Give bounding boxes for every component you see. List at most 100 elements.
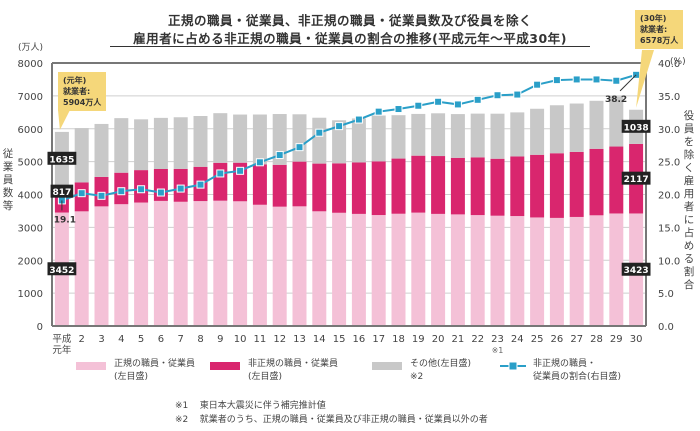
bar-regular [609,213,624,326]
bar-other [431,113,446,157]
bar-regular [530,217,545,326]
bar-nonregular [351,162,366,214]
bar-nonregular [332,163,347,213]
left-tick-label: 1000 [18,289,43,300]
bar-other [173,117,188,169]
legend-swatch-ratio [500,361,526,371]
left-tick-label: 8000 [18,59,43,70]
x-tick-label: 2 [79,334,85,345]
callout-first-employed-value: 5904万人 [63,98,102,107]
right-tick-label: 15.0 [658,223,680,234]
bar-nonregular [589,148,604,216]
data-label-last-ratio: 38.2 [605,95,627,105]
callout-first-year-label: (元年) [63,76,87,85]
bar-nonregular [312,163,327,212]
bar-other [450,114,465,158]
x-tick-label: 29 [610,334,623,345]
bar-regular [272,206,287,326]
bar-regular [193,201,208,326]
x-tick-label: 24 [511,334,524,345]
ratio-point [493,91,502,100]
bar-nonregular [252,164,267,205]
bar-nonregular [530,154,545,218]
ratio-point [176,184,185,193]
ratio-point [394,105,403,114]
right-tick-label: 30.0 [658,125,680,136]
ratio-point [275,151,284,160]
bar-regular [213,200,228,326]
x-tick-label: 18 [392,334,405,345]
bar-regular [510,216,525,326]
legend-swatch-nonregular [210,362,240,370]
footnote-2: ※2 就業者のうち、正規の職員・従業員及び非正規の職員・従業員以外の者 [175,412,488,425]
bar-other [351,118,366,163]
bar-nonregular [371,161,386,216]
legend-label-ratio-1: 非正規の職員・ [533,359,597,369]
x-tick-label: 14 [313,334,326,345]
ratio-point [572,75,581,84]
ratio-point [335,122,344,131]
data-label-last-regular: 3423 [624,266,649,276]
ratio-point [414,101,423,110]
bar-nonregular [470,157,485,216]
bar-other [252,114,267,165]
legend-label-regular-1: 正規の職員・従業員 [114,359,196,369]
x-tick-label: 元年 [52,344,72,356]
left-tick-label: 4000 [18,191,43,202]
right-tick-label: 20.0 [658,191,680,202]
ratio-point [295,143,304,152]
x-tick-label: 30 [630,334,643,345]
data-label-first-regular: 3452 [49,266,74,276]
callout-last-year-label: (30年) [640,14,667,23]
x-tick-label: 16 [353,334,366,345]
x-tick-label: 平成 [52,333,72,345]
ratio-point [612,76,621,85]
bar-regular [153,200,168,326]
bar-regular [589,215,604,326]
left-tick-label: 6000 [18,125,43,136]
right-axis-unit: (%) [670,57,686,67]
x-tick-label: 17 [372,334,385,345]
bar-nonregular [450,157,465,215]
right-tick-label: 40.0 [658,59,680,70]
bar-other [589,100,604,149]
ratio-point [77,189,86,198]
x-tick-label: 9 [217,334,223,345]
bar-nonregular [609,146,624,214]
legend-label-ratio-2: 従業員の割合(右目盛) [533,372,622,382]
callout-last-employed-label: 就業者: [640,25,668,34]
callout-first-employed-label: 就業者: [63,87,91,96]
bar-regular [134,202,149,326]
x-tick-label: 22 [471,334,484,345]
data-label-last-nonregular-bg [621,171,651,185]
x-tick-label: 12 [273,334,286,345]
callout-last-employed-value: 6578万人 [640,36,679,45]
x-tick-label: 26 [551,334,564,345]
bar-other [134,119,149,171]
bar-regular [411,212,426,326]
bar-regular [173,201,188,326]
footnote-1-text: 東日本大震災に伴う補完推計値 [199,401,326,411]
bar-other [213,113,228,163]
bar-nonregular [549,153,564,218]
footnote-2-mark: ※2 [175,415,189,425]
data-label-first-ratio: 19.1 [54,215,76,225]
bar-other [490,113,505,159]
right-tick-label: 0.0 [658,322,674,333]
x-tick-label: 4 [118,334,124,345]
legend-label-nonregular-2: (左目盛) [248,372,283,382]
ratio-leader-last [619,74,637,92]
right-tick-label: 25.0 [658,158,680,169]
left-tick-label: 0 [37,322,43,333]
bar-other [609,96,624,147]
bar-nonregular [391,158,406,214]
callout-last-pointer [636,50,654,108]
bar-regular [391,213,406,326]
bar-regular [470,215,485,326]
x-tick-label: 25 [531,334,544,345]
left-tick-label: 5000 [18,158,43,169]
bar-regular [292,206,307,326]
left-tick-label: 7000 [18,92,43,103]
x-tick-label: 21 [452,334,465,345]
footnote-1: ※1 東日本大震災に伴う補完推計値 [175,398,326,411]
